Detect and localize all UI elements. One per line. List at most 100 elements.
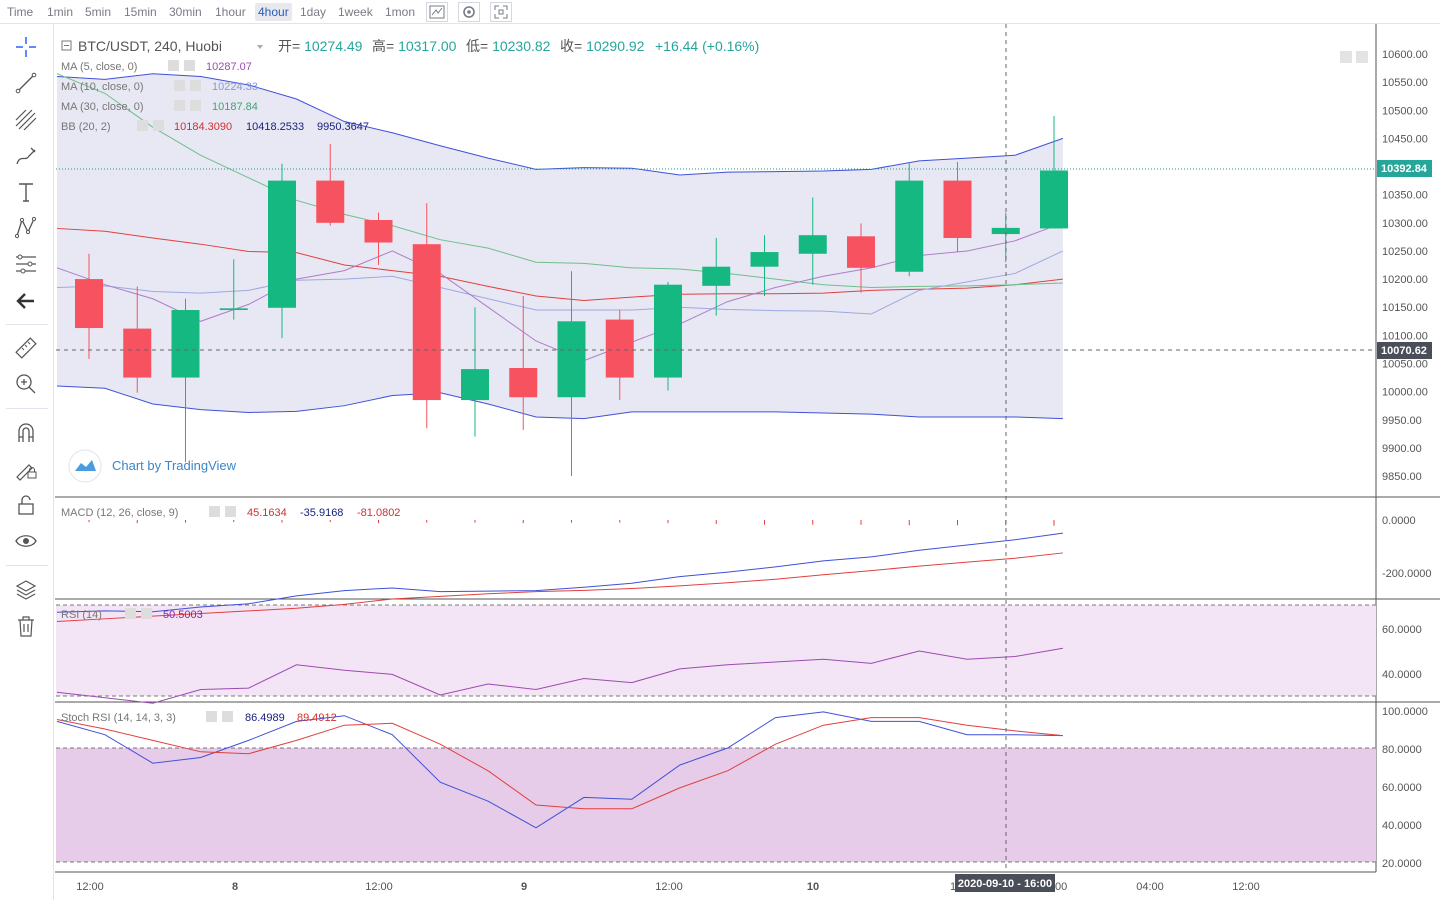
close-icon[interactable] <box>225 506 236 517</box>
time-tick: 10 <box>807 881 819 893</box>
candle-body <box>1040 170 1068 229</box>
candle-body <box>943 180 972 239</box>
ma30-label[interactable]: MA (30, close, 0) <box>61 101 144 113</box>
zoom-icon[interactable] <box>14 372 38 396</box>
ma5-label[interactable]: MA (5, close, 0) <box>61 61 137 73</box>
candle-body <box>605 319 634 378</box>
bb-band-fill <box>57 73 1063 419</box>
tf-15min[interactable]: 15min <box>124 5 157 19</box>
price-tick: 10300.00 <box>1382 218 1428 230</box>
settings-icon[interactable] <box>174 80 185 91</box>
candle-body <box>991 227 1020 235</box>
close-icon[interactable] <box>222 711 233 722</box>
bb-basis-value: 10184.3090 <box>174 121 232 133</box>
price-tick: 10450.00 <box>1382 133 1428 145</box>
price-tick: 10250.00 <box>1382 246 1428 258</box>
tf-1min[interactable]: 1min <box>47 5 74 19</box>
stoch-d-value: 89.4912 <box>297 712 337 724</box>
crosshair-price-text: 10070.62 <box>1381 345 1427 357</box>
pane-button-icon[interactable] <box>1356 51 1368 63</box>
close-icon[interactable] <box>184 60 195 71</box>
ma5-value: 10287.07 <box>206 61 252 73</box>
candlestick-series <box>75 115 1068 477</box>
rsi-band <box>56 605 1376 696</box>
settings-icon[interactable] <box>174 100 185 111</box>
pattern-icon[interactable] <box>14 216 38 240</box>
settings-icon[interactable] <box>206 711 217 722</box>
tf-1mon[interactable]: 1mon <box>385 5 416 19</box>
macd-hist-value: 45.1634 <box>247 507 287 519</box>
stoch-tick: 100.0000 <box>1382 706 1428 718</box>
settings-icon[interactable] <box>168 60 179 71</box>
price-axis[interactable]: 10600.0010550.0010500.0010450.0010400.00… <box>1382 49 1428 483</box>
chart-style-icon[interactable] <box>426 2 448 22</box>
tradingview-logo-icon <box>68 449 102 483</box>
macd-label[interactable]: MACD (12, 26, close, 9) <box>61 507 178 519</box>
price-tick: 10050.00 <box>1382 358 1428 370</box>
close-icon[interactable] <box>141 608 152 619</box>
stoch-k-line <box>56 711 1063 829</box>
tradingview-watermark[interactable]: Chart by TradingView <box>68 449 237 483</box>
pane-button-icon[interactable] <box>1340 51 1352 63</box>
ma30-value: 10187.84 <box>212 101 258 113</box>
open-value: 10274.49 <box>304 38 363 54</box>
candle-body <box>847 236 875 268</box>
ohlc-readout: 开= 10274.49 高= 10317.00 低= 10230.82 收= 1… <box>278 38 759 54</box>
price-tick: 10100.00 <box>1382 330 1428 342</box>
time-axis[interactable]: 12:00 8 12:00 9 12:00 10 12 00 04:00 12:… <box>76 874 1260 893</box>
magnet-icon[interactable] <box>14 421 38 445</box>
tf-1day[interactable]: 1day <box>300 5 327 19</box>
close-icon[interactable] <box>153 120 164 131</box>
rsi-line <box>56 647 1063 704</box>
time-tick: 12:00 <box>76 881 104 893</box>
trash-icon[interactable] <box>14 614 38 638</box>
eye-icon[interactable] <box>14 529 38 553</box>
candle-body <box>316 180 345 223</box>
ma30-line <box>56 73 1063 289</box>
stoch-k-value: 86.4989 <box>245 712 285 724</box>
current-price-badge-text: 10392.84 <box>1381 163 1428 175</box>
close-icon[interactable] <box>190 80 201 91</box>
crosshair-icon[interactable] <box>14 35 38 59</box>
settings-icon[interactable] <box>458 2 480 22</box>
macd-line-value: -35.9168 <box>300 507 343 519</box>
settings-icon[interactable] <box>137 120 148 131</box>
unlock-icon[interactable] <box>14 493 38 517</box>
fib-icon[interactable] <box>14 108 38 132</box>
brush-icon[interactable] <box>14 144 38 168</box>
candle-body <box>509 367 538 398</box>
back-arrow-icon[interactable] <box>14 289 38 313</box>
fullscreen-icon[interactable] <box>490 2 512 22</box>
low-value: 10230.82 <box>492 38 551 54</box>
bb-label[interactable]: BB (20, 2) <box>61 121 111 133</box>
tf-1week[interactable]: 1week <box>338 5 373 19</box>
candle-body <box>171 310 200 378</box>
ma10-label[interactable]: MA (10, close, 0) <box>61 81 144 93</box>
text-icon[interactable] <box>14 180 38 204</box>
tf-5min[interactable]: 5min <box>85 5 112 19</box>
rsi-tick: 40.0000 <box>1382 669 1422 681</box>
ruler-icon[interactable] <box>14 336 38 360</box>
current-price-badge <box>1377 160 1432 177</box>
layers-icon[interactable] <box>14 578 38 602</box>
bb-lower-line <box>56 385 1063 420</box>
drawing-toolbar <box>0 24 54 900</box>
close-icon[interactable] <box>190 100 201 111</box>
close-label: 收= <box>560 38 582 54</box>
tf-30min[interactable]: 30min <box>169 5 202 19</box>
tf-1hour[interactable]: 1hour <box>215 5 246 19</box>
rsi-label[interactable]: RSI (14) <box>61 609 102 621</box>
price-tick: 10600.00 <box>1382 49 1428 61</box>
chevron-down-icon[interactable] <box>257 45 263 49</box>
measure-lines-icon[interactable] <box>14 252 38 276</box>
settings-icon[interactable] <box>125 608 136 619</box>
stoch-tick: 40.0000 <box>1382 820 1422 832</box>
candle-body <box>702 266 731 286</box>
trendline-icon[interactable] <box>14 71 38 95</box>
stoch-label[interactable]: Stoch RSI (14, 14, 3, 3) <box>61 712 176 724</box>
lock-draw-icon[interactable] <box>14 457 38 481</box>
tf-4hour[interactable]: 4hour <box>255 3 292 21</box>
settings-icon[interactable] <box>209 506 220 517</box>
candle-body <box>654 284 682 378</box>
